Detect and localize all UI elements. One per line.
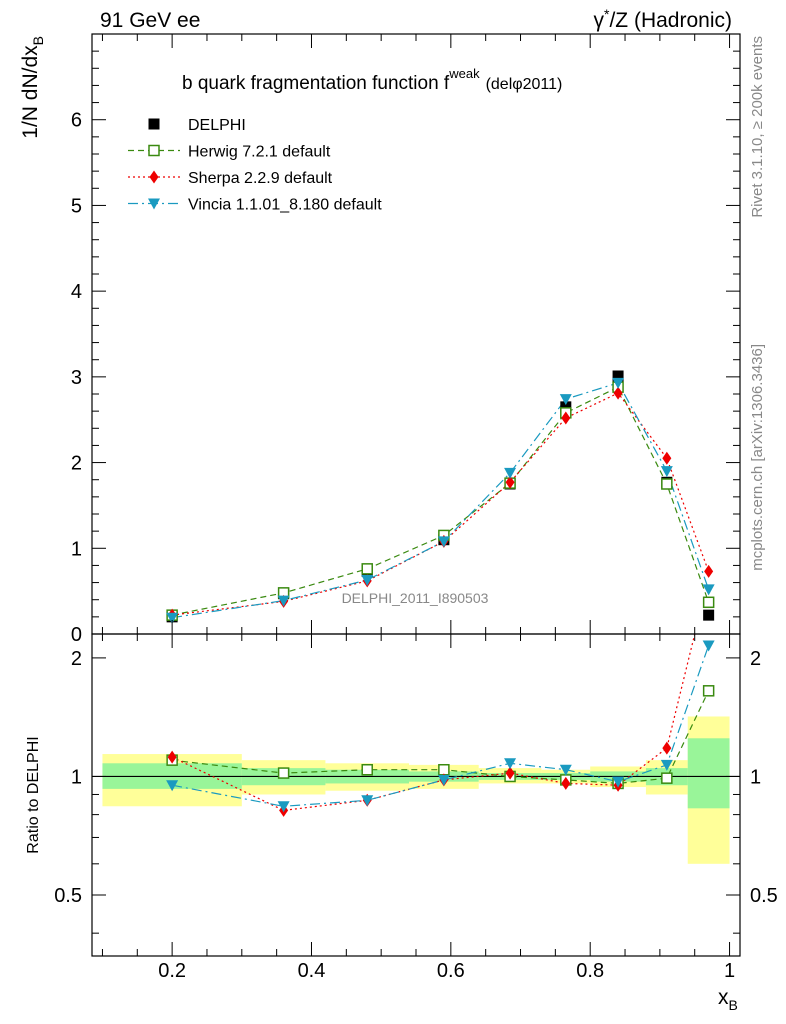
y-tick-label: 1 (71, 538, 82, 560)
main-series-0-point (703, 609, 715, 621)
x-axis-label: xB (718, 986, 738, 1013)
main-series-3-point (504, 467, 517, 479)
ratio-series-2-point (166, 780, 179, 792)
watermark: DELPHI_2011_I890503 (342, 590, 489, 606)
legend-label: Vincia 1.1.01_8.180 default (188, 197, 382, 214)
legend-label: Sherpa 2.2.9 default (188, 170, 333, 187)
main-series-3-point (361, 575, 374, 586)
ratio-series-1-point (561, 776, 571, 790)
ratio-series-0-point (661, 772, 673, 784)
legend-label: DELPHI (188, 117, 246, 134)
main-series-3-point (660, 466, 673, 478)
main-series-line-2 (172, 392, 710, 616)
legend: DELPHI Herwig 7.2.1 default Sherpa 2.2.9 d… (128, 117, 382, 214)
header-left: 91 GeV ee (100, 9, 200, 32)
ratio-series-0-point (277, 767, 290, 779)
main-series-2-point (662, 451, 672, 465)
ratio-y-tick-label-right: 0.5 (750, 885, 778, 907)
main-series-2-point (505, 475, 515, 489)
legend-marker (149, 170, 159, 184)
main-series-3-point (437, 536, 450, 548)
ratio-y-tick-label-right: 2 (750, 648, 761, 670)
x-tick-label: 0.6 (437, 960, 465, 982)
ratio-series-2-point (437, 774, 450, 786)
legend-label: Herwig 7.2.1 default (188, 144, 331, 161)
side-text-top: Rivet 3.1.10, ≥ 200k events (749, 36, 766, 218)
main-series-0-point (612, 370, 624, 382)
ratio-series-2-point (660, 759, 673, 771)
legend-marker (148, 198, 160, 210)
legend-marker (148, 118, 160, 130)
ratio-y-tick-label: 1 (71, 766, 82, 788)
ratio-y-axis-label: Ratio to DELPHI (25, 736, 42, 853)
ratio-series-2-point (612, 776, 625, 788)
ratio-series-2-point (504, 758, 517, 770)
legend-marker (148, 144, 160, 157)
uncertainty-band-inner (687, 738, 730, 809)
main-series-3-point (702, 584, 715, 596)
main-series-1-point (661, 478, 673, 490)
y-tick-label: 3 (71, 367, 82, 389)
ratio-series-line-0 (172, 690, 710, 785)
header-right: γ*/Z (Hadronic) (594, 6, 732, 32)
y-tick-label: 2 (71, 453, 82, 475)
main-series-1-point (702, 596, 715, 609)
main-series-1-point (361, 563, 373, 575)
y-axis-label: 1/N dN/dxB (19, 36, 46, 139)
main-series-3-point (166, 612, 179, 624)
y-tick-label: 5 (71, 195, 82, 217)
ratio-series-0-point (702, 685, 715, 697)
ratio-series-0-point (361, 763, 373, 776)
x-tick-label: 0.8 (576, 960, 604, 982)
y-tick-label: 0 (71, 624, 82, 646)
ratio-series-2-point (702, 640, 715, 652)
y-tick-label: 6 (71, 110, 82, 132)
ratio-series-1-point (662, 741, 672, 755)
main-series-0-point (560, 401, 572, 413)
x-tick-label: 0.4 (298, 960, 326, 982)
main-series-2-point (561, 411, 571, 425)
ratio-series-line-1 (171, 634, 696, 812)
main-series-3-point (612, 377, 625, 389)
ratio-series-1-point (505, 766, 515, 780)
x-tick-label: 1 (724, 960, 735, 982)
ratio-series-2-point (361, 795, 374, 807)
main-series-line-1 (171, 386, 710, 616)
ratio-series-2-point (559, 764, 572, 776)
ratio-series-2-point (277, 801, 290, 813)
main-series-3-point (559, 394, 572, 406)
ratio-y-tick-label: 2 (71, 648, 82, 670)
y-tick-label: 4 (71, 281, 82, 303)
main-series-line-3 (172, 382, 710, 619)
plot-title: b quark fragmentation function fweak(del… (182, 66, 562, 94)
side-text-bottom: mcplots.cern.ch [arXiv:1306.3436] (749, 344, 766, 571)
ratio-y-tick-label-right: 1 (750, 766, 761, 788)
main-series-2-point (613, 386, 623, 400)
main-series-2-point (704, 564, 714, 578)
ratio-series-0-point (438, 763, 450, 776)
ratio-series-1-point (167, 750, 177, 764)
x-tick-label: 0.2 (158, 960, 186, 982)
ratio-plot-panel: 0.5 0.51 12 20.2 0.4 0.6 0.8 1 Ratio to DELPHI … (25, 633, 778, 1013)
main-plot-panel: 0 1 2 3 4 5 6 b quark fragmentation function f… (19, 33, 741, 646)
main-series-3-point (277, 595, 290, 607)
ratio-y-tick-label: 0.5 (54, 885, 82, 907)
